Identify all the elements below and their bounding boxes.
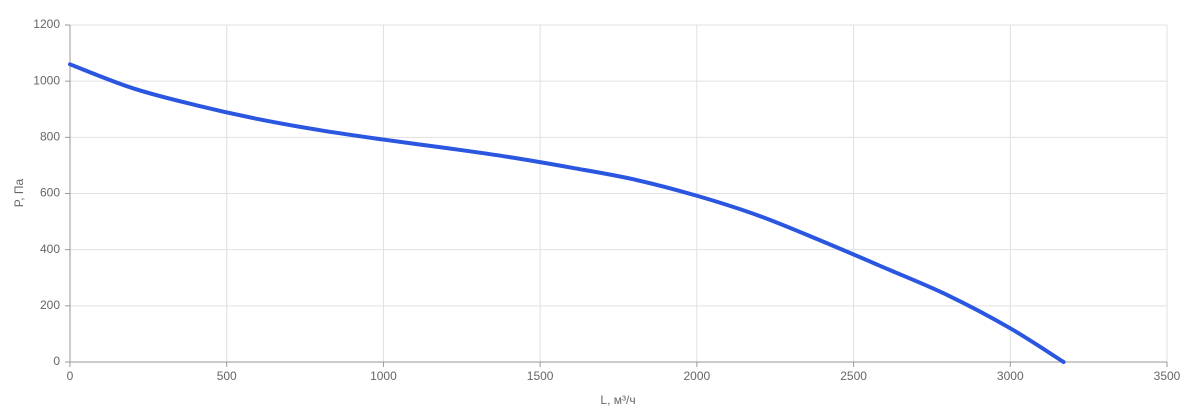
x-tick-label: 2500 (840, 369, 867, 383)
y-axis-label: P, Па (12, 178, 26, 207)
x-tick-label: 1000 (370, 369, 397, 383)
x-tick-label: 1500 (527, 369, 554, 383)
x-tick-label: 3000 (997, 369, 1024, 383)
y-tick-label: 0 (53, 354, 60, 368)
y-tick-label: 1000 (33, 73, 60, 87)
x-tick-label: 500 (217, 369, 237, 383)
y-tick-label: 400 (40, 242, 60, 256)
x-axis-label: L, м³/ч (600, 393, 635, 407)
y-tick-label: 600 (40, 186, 60, 200)
x-tick-label: 2000 (684, 369, 711, 383)
y-tick-label: 1200 (33, 17, 60, 31)
x-tick-label: 0 (67, 369, 74, 383)
data-line (68, 62, 1066, 364)
x-tick-label: 3500 (1154, 369, 1181, 383)
y-tick-label: 800 (40, 130, 60, 144)
y-tick-label: 200 (40, 298, 60, 312)
